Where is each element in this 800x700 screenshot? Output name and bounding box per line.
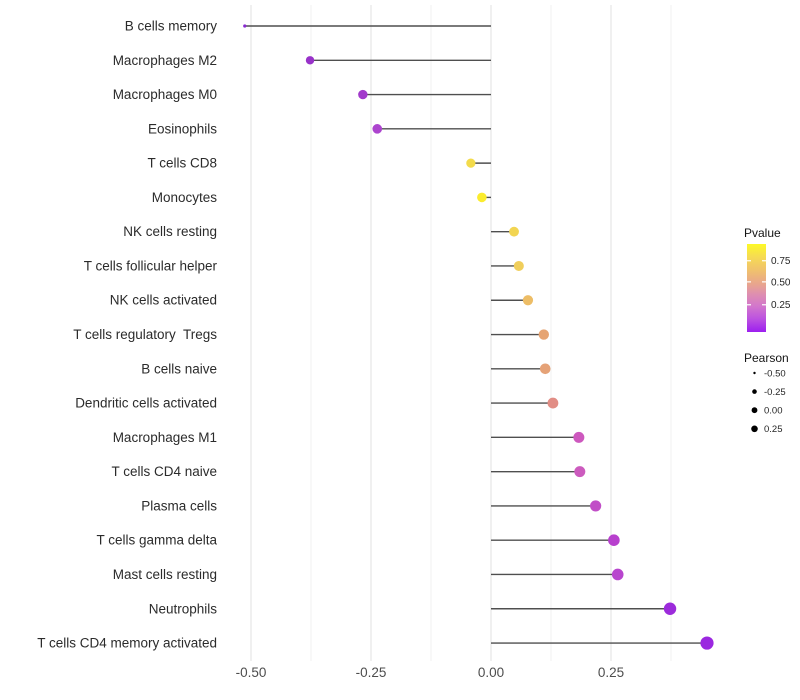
size-legend-label: -0.25	[764, 387, 786, 398]
category-label: T cells CD8	[147, 156, 217, 171]
category-label: Mast cells resting	[113, 567, 217, 582]
x-tick-label: 0.25	[598, 665, 624, 680]
stem-lines	[244, 25, 707, 644]
lollipop-dot	[372, 124, 383, 134]
lollipop-dot	[590, 500, 602, 512]
size-legend-label: -0.50	[764, 368, 786, 379]
lollipop-dot	[538, 329, 549, 340]
size-legend-dot	[752, 389, 757, 394]
category-label: NK cells resting	[123, 224, 217, 239]
pearson-legend-title: Pearson	[744, 351, 789, 365]
category-label: Plasma cells	[141, 498, 217, 513]
size-legend-dot	[751, 407, 758, 414]
colorbar-tick-label: 0.50	[771, 277, 791, 288]
lollipop-dot	[547, 397, 559, 409]
size-legend-dot	[753, 371, 756, 375]
category-label: Dendritic cells activated	[75, 396, 217, 411]
category-label: Monocytes	[152, 190, 218, 205]
lollipop-dot	[466, 158, 476, 168]
lollipop-dot	[522, 295, 534, 306]
pvalue-legend-title: Pvalue	[744, 226, 781, 240]
lollipop-dot	[243, 24, 247, 28]
x-axis-labels: -0.50 -0.25 0.00 0.25	[236, 665, 625, 680]
gridlines	[250, 5, 672, 661]
size-legend-dot	[751, 425, 758, 433]
lollipop-dot	[608, 534, 620, 546]
lollipop-dot	[477, 192, 487, 203]
category-label: T cells gamma delta	[96, 533, 217, 548]
category-label: B cells naive	[141, 361, 217, 376]
category-label: NK cells activated	[110, 293, 217, 308]
lollipop-dot	[305, 56, 315, 65]
category-label: Macrophages M1	[113, 430, 217, 445]
x-tick-label: 0.00	[478, 665, 504, 680]
lollipop-dot	[573, 431, 585, 443]
pvalue-colorbar	[747, 244, 766, 332]
lollipop-dot	[663, 602, 677, 615]
colorbar-tick-label: 0.75	[771, 256, 791, 267]
lollipop-dots	[243, 24, 714, 650]
x-tick-label: -0.25	[356, 665, 387, 680]
lollipop-dot	[574, 466, 586, 478]
size-legend-label: 0.25	[764, 424, 783, 435]
category-label: T cells follicular helper	[84, 258, 218, 273]
pvalue-legend: Pvalue 0.75 0.50 0.25	[744, 226, 791, 332]
category-labels: B cells memory Macrophages M2 Macrophages …	[37, 19, 217, 651]
lollipop-dot	[611, 568, 624, 581]
category-label: Neutrophils	[149, 601, 218, 616]
lollipop-dot	[509, 226, 519, 237]
lollipop-dot	[539, 363, 551, 375]
category-label: Eosinophils	[148, 121, 217, 136]
category-label: T cells CD4 naive	[111, 464, 217, 479]
lollipop-dot	[358, 89, 368, 100]
pearson-size-legend: Pearson -0.50 -0.25 0.00 0.25	[744, 351, 789, 435]
size-legend-label: 0.00	[764, 406, 783, 417]
category-label: T cells regulatory Tregs	[73, 327, 217, 342]
lollipop-dot	[700, 636, 714, 650]
colorbar-tick-label: 0.25	[771, 300, 791, 311]
x-tick-label: -0.50	[236, 665, 267, 680]
category-label: Macrophages M0	[113, 87, 217, 102]
category-label: B cells memory	[125, 19, 218, 34]
category-label: Macrophages M2	[113, 53, 217, 68]
category-label: T cells CD4 memory activated	[37, 636, 217, 651]
lollipop-dot	[513, 260, 524, 271]
